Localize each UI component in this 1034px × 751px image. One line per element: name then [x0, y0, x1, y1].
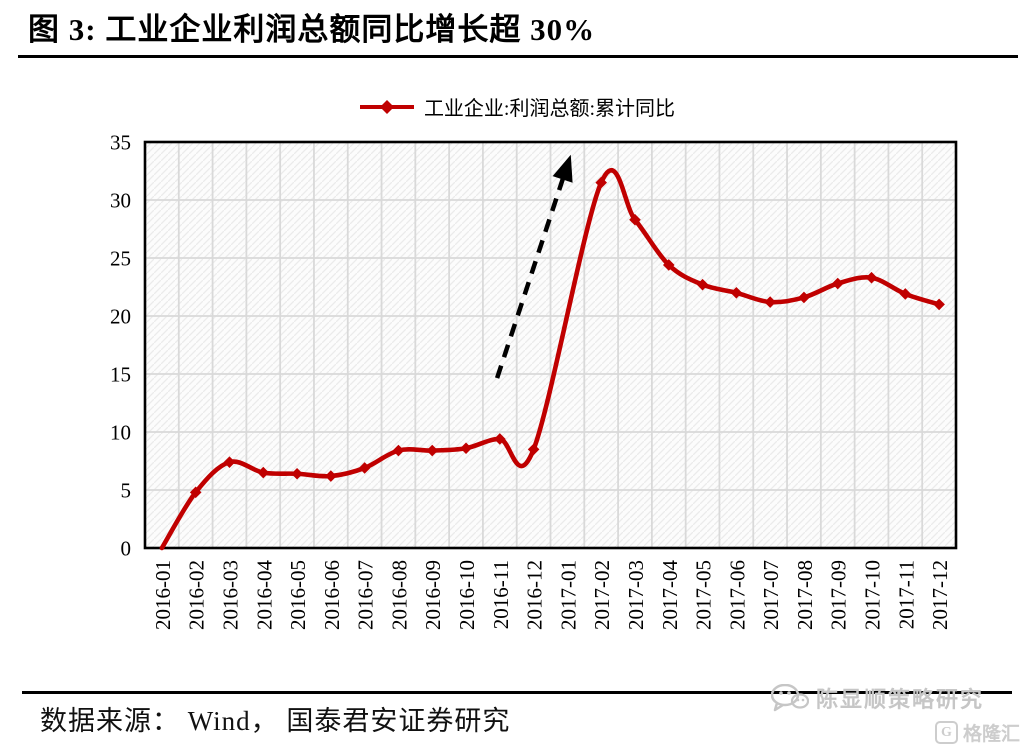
gelonghui-watermark: G 格隆汇 [934, 719, 1020, 746]
x-axis-tick-label: 2016-12 [523, 560, 547, 630]
y-axis-tick-label: 0 [121, 536, 132, 560]
data-point-marker [291, 467, 303, 480]
data-point-marker [257, 466, 270, 479]
x-axis-tick-label: 2016-01 [151, 560, 175, 630]
data-point-marker [358, 462, 371, 474]
trend-arrow-dashed-line [494, 173, 567, 379]
y-axis-tick-label: 15 [110, 362, 131, 386]
data-point-marker [460, 442, 472, 455]
y-axis-tick-label: 25 [110, 246, 131, 270]
data-point-marker [595, 176, 607, 189]
x-axis-tick-label: 2016-10 [455, 560, 479, 630]
x-axis-tick-label: 2017-05 [692, 560, 716, 630]
data-point-marker [933, 298, 945, 311]
data-source-note: 数据来源： Wind， 国泰君安证券研究 [40, 706, 511, 736]
x-axis-tick-label: 2017-12 [928, 560, 952, 630]
x-axis-tick-label: 2016-04 [252, 560, 276, 630]
x-axis-tick-label: 2016-03 [218, 560, 242, 630]
x-axis-tick-label: 2017-06 [725, 560, 749, 630]
y-axis-tick-label: 20 [110, 304, 131, 328]
data-point-marker [831, 277, 844, 290]
data-point-marker [426, 444, 439, 457]
data-point-marker [662, 259, 675, 271]
x-axis-tick-label: 2016-07 [354, 560, 378, 630]
x-axis-tick-label: 2016-02 [185, 560, 209, 630]
data-point-marker [494, 433, 506, 445]
y-axis-tick-label: 5 [121, 478, 132, 502]
x-axis-tick-label: 2016-05 [286, 560, 310, 630]
x-axis-tick-label: 2017-10 [861, 560, 885, 630]
data-point-marker [798, 291, 810, 304]
gelonghui-watermark-label: 格隆汇 [962, 724, 1020, 745]
title-divider [18, 55, 1018, 58]
y-axis-tick-label: 30 [110, 188, 131, 212]
footer-divider [22, 691, 1012, 694]
x-axis-tick-label: 2016-06 [320, 560, 344, 630]
x-axis-tick-label: 2017-02 [590, 560, 614, 630]
x-axis-tick-label: 2017-11 [894, 560, 918, 629]
legend-label: 工业企业:利润总额:累计同比 [423, 98, 676, 120]
y-axis-tick-label: 10 [110, 420, 131, 444]
gelonghui-icon: G [934, 721, 958, 744]
data-point-marker [325, 470, 337, 482]
data-point-marker [527, 443, 540, 456]
x-axis-tick-label: 2016-08 [387, 560, 411, 630]
y-axis-tick-label: 35 [110, 130, 131, 154]
data-point-marker [189, 486, 202, 499]
x-axis-tick-label: 2017-07 [759, 560, 783, 630]
legend-series-marker-icon [359, 99, 414, 114]
data-point-marker [696, 278, 709, 291]
data-point-marker [730, 287, 743, 299]
data-point-marker [764, 296, 776, 308]
chart-legend: 工业企业:利润总额:累计同比 [0, 92, 1034, 121]
line-chart: 0 5 10 15 20 25 30 35 2016-01 2016-02 2016-03 2016-… [110, 130, 958, 630]
data-point-marker [223, 456, 236, 468]
x-axis-tick-label: 2016-11 [489, 560, 513, 629]
x-axis-tick-label: 2017-04 [658, 560, 682, 630]
wechat-watermark-label: 陈显顺策略研究 [815, 687, 984, 712]
figure-title: 图 3: 工业企业利润总额同比增长超 30% [28, 12, 596, 47]
data-point-marker [392, 444, 405, 457]
data-point-marker [865, 271, 878, 284]
x-axis-tick-label: 2017-03 [624, 560, 648, 630]
wechat-icon [770, 684, 809, 712]
data-point-marker [629, 213, 641, 226]
x-axis-tick-label: 2017-01 [556, 560, 580, 630]
axis-frame [143, 140, 958, 550]
wechat-watermark: 陈显顺策略研究 [770, 682, 984, 714]
x-axis-tick-label: 2017-09 [827, 560, 851, 630]
trend-arrow-head [552, 154, 573, 183]
x-axis-tick-label: 2017-08 [793, 560, 817, 630]
x-axis-tick-label: 2016-09 [421, 560, 445, 630]
data-point-marker [899, 288, 912, 300]
